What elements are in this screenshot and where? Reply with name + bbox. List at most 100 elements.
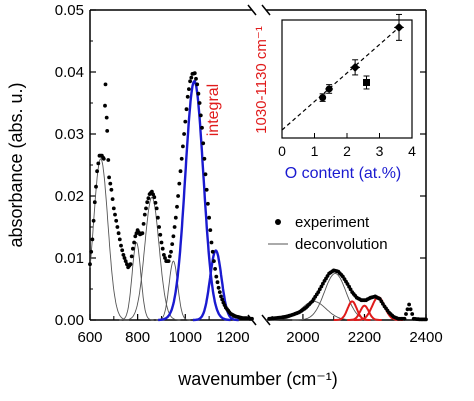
band-black-3 — [156, 260, 191, 321]
band-red-9 — [347, 304, 382, 321]
experiment-point — [132, 240, 137, 245]
experiment-point — [110, 197, 115, 202]
experiment-point — [408, 307, 413, 312]
experiment-point — [122, 256, 127, 260]
experiment-point — [424, 317, 428, 322]
experiment-point — [207, 215, 212, 220]
experiment-point — [183, 119, 188, 124]
experiment-point — [189, 75, 194, 80]
experiment-point — [206, 201, 210, 206]
experiment-point — [217, 290, 222, 294]
y-tick-label: 0.05 — [55, 2, 84, 19]
inset-x-tick-label: 3 — [376, 143, 384, 159]
experiment-point — [144, 206, 148, 211]
experiment-point — [169, 249, 173, 254]
experiment-point — [202, 156, 207, 161]
x-tick-label: 1200 — [216, 329, 249, 346]
main-plot: 0.00 0.01 0.02 0.03 0.04 0.05 600 800 1000 1200 2… — [6, 2, 443, 389]
experiment-point — [187, 87, 191, 91]
experiment-point — [128, 262, 133, 267]
y-tick-label: 0.02 — [55, 188, 84, 205]
experiment-point — [152, 195, 157, 200]
experiment-point — [194, 76, 198, 81]
experiment-point — [156, 215, 160, 220]
experiment-point — [103, 82, 108, 87]
experiment-point — [204, 187, 209, 192]
experiment-point — [178, 169, 183, 174]
experiment-point — [173, 215, 178, 220]
band-black-1 — [119, 241, 154, 321]
experiment-point — [198, 113, 203, 118]
experiment-point — [95, 169, 99, 174]
band-blue-5 — [192, 249, 239, 322]
experiment-point — [410, 312, 415, 316]
inset-x-title: O content (at.%) — [285, 165, 402, 182]
experiment-point — [167, 254, 172, 259]
experiment-point — [214, 274, 219, 279]
y-tick-label: 0.03 — [55, 126, 84, 143]
experiment-point — [88, 262, 92, 267]
experiment-point — [181, 144, 185, 149]
experiment-point — [101, 156, 106, 161]
y-axis-title: absorbance (abs. u.) — [6, 82, 26, 247]
experiment-point — [123, 259, 128, 263]
experiment-point — [106, 158, 111, 162]
experiment-point — [159, 240, 164, 245]
x-ticks: 600 800 1000 1200 2000 2200 2400 — [77, 314, 443, 346]
experiment-point — [91, 218, 96, 223]
x-axis-title: wavenumber (cm⁻¹) — [177, 369, 338, 389]
experiment-point — [212, 259, 216, 263]
experiment-point — [196, 91, 201, 96]
x-tick-label: 2000 — [286, 329, 319, 346]
experiment-point — [162, 253, 166, 257]
inset-x-tick-label: 1 — [311, 143, 319, 159]
experiment-point — [96, 161, 101, 166]
experiment-point — [90, 237, 95, 242]
experiment-point — [103, 103, 107, 108]
experiment-point — [250, 316, 254, 321]
legend: experiment deconvolution — [268, 214, 388, 253]
experiment-point — [213, 267, 218, 271]
experiment-point — [203, 172, 208, 177]
experiment-point — [177, 181, 182, 186]
experiment-point — [317, 287, 322, 292]
integral-label: integral — [205, 84, 222, 136]
experiment-point — [215, 280, 220, 285]
experiment-point — [105, 129, 110, 133]
inset-fit-line — [281, 26, 400, 131]
experiment-point — [141, 222, 146, 226]
band-black-7 — [292, 273, 379, 321]
experiment-point — [133, 234, 138, 239]
experiment-point — [192, 71, 197, 76]
inset-frame — [281, 19, 413, 139]
experiment-point — [140, 231, 145, 236]
experiment-point — [179, 156, 184, 161]
experiment-point — [129, 254, 134, 259]
experiment-point — [319, 284, 324, 289]
band-black-6 — [266, 300, 363, 321]
experiment-point — [176, 194, 181, 198]
inset-x-tick-label: 2 — [343, 143, 351, 159]
experiment-point — [92, 200, 97, 205]
experiment-point — [111, 206, 116, 211]
inset-point-circle — [319, 94, 327, 102]
experiment-point — [208, 228, 213, 233]
experiment-point — [210, 249, 215, 254]
y-tick-label: 0.01 — [55, 250, 84, 267]
inset-x-tick-label: 4 — [408, 143, 416, 159]
experiment-point — [172, 225, 177, 229]
experiment-point — [220, 297, 225, 302]
y-tick-label: 0.00 — [55, 312, 84, 329]
experiment-point — [145, 200, 150, 205]
experiment-point — [108, 181, 113, 186]
experiment-point — [197, 101, 202, 105]
experiment-point — [121, 253, 126, 257]
legend-deconvolution-label: deconvolution — [295, 236, 388, 253]
experiment-point — [158, 232, 163, 237]
experiment-point — [109, 187, 114, 192]
experiment-point — [166, 259, 171, 263]
experiment-point — [171, 234, 176, 239]
experiment-point — [107, 175, 111, 180]
experiment-point — [321, 281, 325, 286]
